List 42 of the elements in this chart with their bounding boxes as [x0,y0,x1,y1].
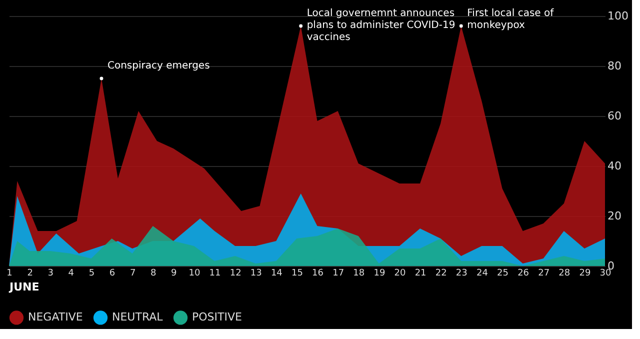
x-tick-label: 15 [292,268,303,278]
x-tick-label: 29 [579,268,591,278]
x-tick-label: 17 [332,268,344,278]
x-tick-label: 16 [312,268,324,278]
x-tick-label: 25 [497,268,508,278]
x-tick-label: 27 [538,268,550,278]
y-tick-label: 60 [608,110,622,122]
x-tick-label: 19 [374,268,386,278]
x-tick-label: 22 [435,268,447,278]
x-tick-label: 3 [48,268,54,278]
x-tick-label: 4 [68,268,74,278]
x-tick-label: 24 [476,268,488,278]
x-tick-label: 20 [394,268,406,278]
x-tick-label: 2 [27,268,33,278]
x-tick-label: 30 [600,268,612,278]
x-tick-label: 5 [88,268,95,278]
legend-label: NEGATIVE [28,310,83,324]
annotation: Conspiracy emerges [107,60,210,72]
x-tick-label: 13 [250,268,262,278]
x-tick-label: 21 [414,268,426,278]
legend-label: NEUTRAL [112,310,164,324]
x-tick-label: 8 [150,268,156,278]
y-tick-label: 80 [608,60,622,72]
x-tick-label: 10 [188,268,200,278]
y-tick-label: 100 [608,10,628,22]
x-tick-label: 6 [109,268,116,278]
x-tick-label: 26 [518,268,530,278]
annotation: First local case of monkeypox [467,8,554,31]
x-tick-label: 14 [270,268,283,278]
y-tick-label: 40 [608,160,622,172]
x-axis-title: JUNE [8,280,40,294]
annotation: Local governemnt announces plans to administer COVID-19 vaccines [306,8,456,43]
x-tick-label: 9 [171,268,178,278]
y-tick-label: 20 [608,210,622,222]
legend-label: POSITIVE [192,310,242,324]
x-tick-label: 1 [6,268,12,278]
x-tick-label: 18 [353,268,365,278]
x-tick-label: 7 [130,268,136,278]
x-tick-label: 12 [230,268,242,278]
x-tick-label: 11 [209,268,221,278]
x-tick-label: 28 [558,268,570,278]
x-tick-label: 23 [456,268,468,278]
